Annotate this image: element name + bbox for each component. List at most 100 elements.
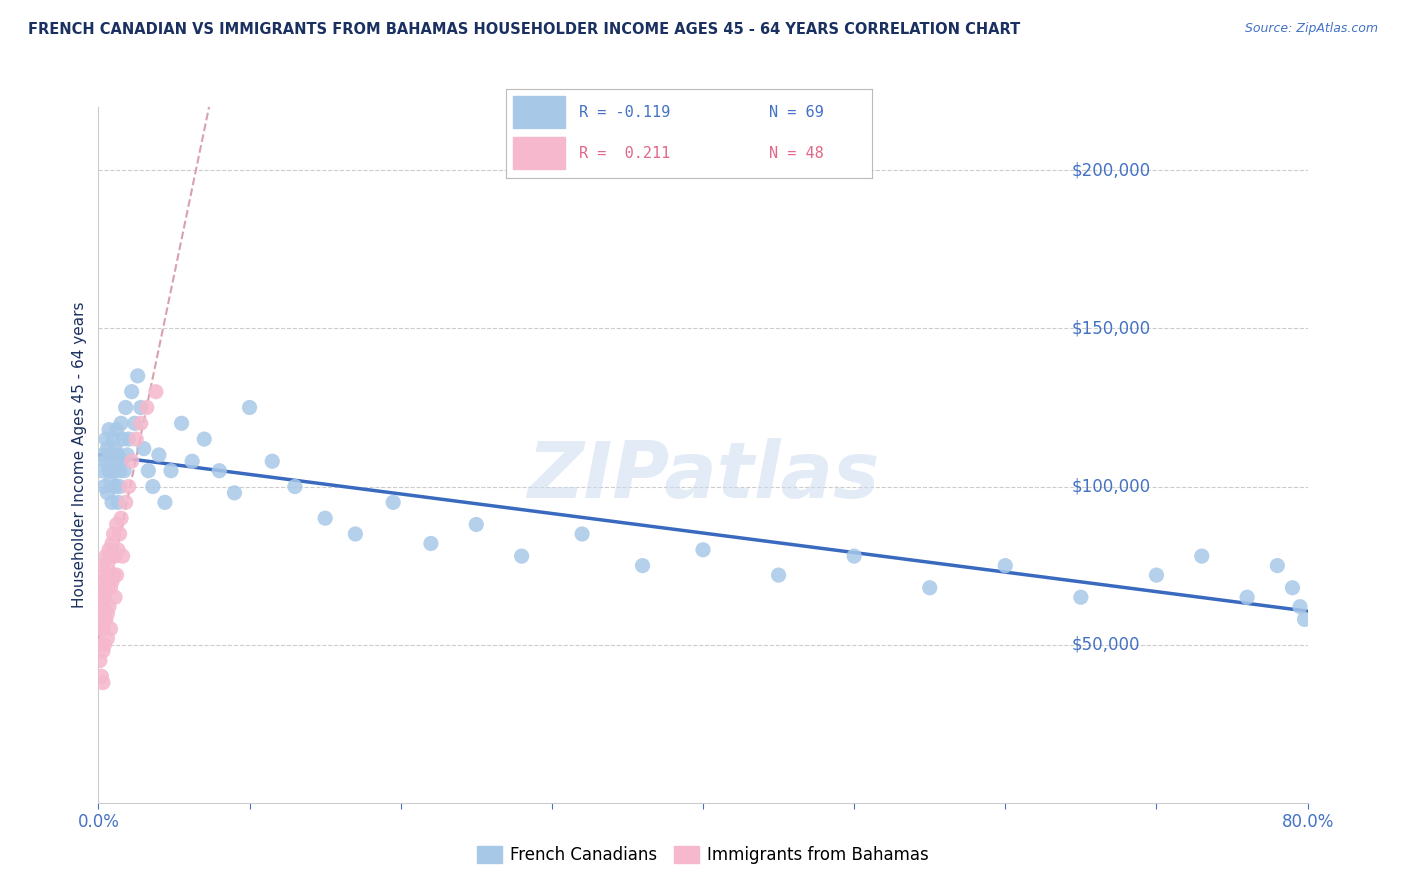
- Text: $200,000: $200,000: [1071, 161, 1152, 179]
- Point: [103, 464, 125, 478]
- Point: [111, 432, 134, 446]
- Point: [94, 612, 117, 626]
- Point: [127, 368, 149, 383]
- Point: [89, 591, 111, 605]
- Point: [115, 448, 138, 462]
- Point: [1070, 591, 1092, 605]
- Point: [93, 479, 115, 493]
- Point: [129, 417, 152, 431]
- Point: [110, 511, 132, 525]
- Point: [104, 549, 127, 563]
- Point: [89, 622, 111, 636]
- Point: [994, 558, 1017, 573]
- Point: [314, 511, 336, 525]
- Point: [101, 454, 124, 468]
- Point: [91, 448, 114, 462]
- Point: [100, 581, 122, 595]
- Point: [121, 454, 143, 468]
- Point: [1281, 581, 1303, 595]
- Text: N = 48: N = 48: [769, 146, 824, 161]
- Point: [93, 612, 115, 626]
- Point: [93, 568, 115, 582]
- Point: [1144, 568, 1167, 582]
- Point: [105, 517, 128, 532]
- Text: FRENCH CANADIAN VS IMMIGRANTS FROM BAHAMAS HOUSEHOLDER INCOME AGES 45 - 64 YEARS: FRENCH CANADIAN VS IMMIGRANTS FROM BAHAM…: [28, 22, 1021, 37]
- Point: [136, 464, 159, 478]
- Point: [104, 442, 127, 456]
- Point: [93, 591, 115, 605]
- Point: [124, 417, 146, 431]
- Point: [103, 568, 125, 582]
- Point: [94, 549, 117, 563]
- Point: [239, 401, 262, 415]
- Point: [103, 432, 125, 446]
- Text: Source: ZipAtlas.com: Source: ZipAtlas.com: [1244, 22, 1378, 36]
- Point: [90, 574, 112, 589]
- Point: [170, 417, 193, 431]
- Text: $50,000: $50,000: [1071, 636, 1140, 654]
- Text: ZIPatlas: ZIPatlas: [527, 438, 879, 514]
- Point: [98, 423, 121, 437]
- Point: [135, 401, 157, 415]
- Point: [90, 669, 112, 683]
- Point: [121, 384, 143, 399]
- Point: [768, 568, 790, 582]
- Point: [96, 581, 118, 595]
- Point: [98, 568, 121, 582]
- Point: [1191, 549, 1213, 563]
- Point: [90, 638, 112, 652]
- Point: [104, 479, 127, 493]
- Point: [465, 517, 488, 532]
- Point: [94, 581, 117, 595]
- Point: [103, 527, 125, 541]
- Point: [91, 644, 114, 658]
- Point: [844, 549, 866, 563]
- Point: [631, 558, 654, 573]
- Point: [419, 536, 441, 550]
- Point: [96, 558, 118, 573]
- Point: [114, 401, 136, 415]
- Point: [91, 558, 114, 573]
- Point: [142, 479, 165, 493]
- Point: [1289, 599, 1312, 614]
- Point: [181, 454, 204, 468]
- Point: [104, 591, 127, 605]
- Point: [114, 495, 136, 509]
- Point: [107, 542, 129, 557]
- Point: [160, 464, 183, 478]
- Point: [129, 401, 152, 415]
- Point: [382, 495, 405, 509]
- Point: [111, 549, 134, 563]
- Point: [108, 527, 131, 541]
- Point: [89, 653, 111, 667]
- Point: [98, 599, 121, 614]
- Point: [90, 464, 112, 478]
- Point: [1265, 558, 1288, 573]
- Point: [107, 448, 129, 462]
- Point: [1294, 612, 1316, 626]
- Point: [94, 432, 117, 446]
- Point: [91, 675, 114, 690]
- Point: [145, 384, 167, 399]
- Point: [101, 536, 124, 550]
- Point: [100, 622, 122, 636]
- Point: [100, 473, 122, 487]
- Point: [105, 568, 128, 582]
- Point: [96, 486, 118, 500]
- Text: $150,000: $150,000: [1071, 319, 1152, 337]
- Point: [344, 527, 367, 541]
- Point: [105, 454, 128, 468]
- Point: [105, 423, 128, 437]
- Text: R = -0.119: R = -0.119: [579, 105, 671, 120]
- Point: [510, 549, 533, 563]
- Point: [93, 638, 115, 652]
- Point: [91, 622, 114, 636]
- Point: [100, 549, 122, 563]
- Bar: [513, 137, 565, 169]
- Point: [96, 442, 118, 456]
- Point: [110, 417, 132, 431]
- Legend: French Canadians, Immigrants from Bahamas: French Canadians, Immigrants from Bahama…: [470, 839, 936, 871]
- Bar: [513, 96, 565, 128]
- Point: [692, 542, 714, 557]
- Point: [101, 574, 124, 589]
